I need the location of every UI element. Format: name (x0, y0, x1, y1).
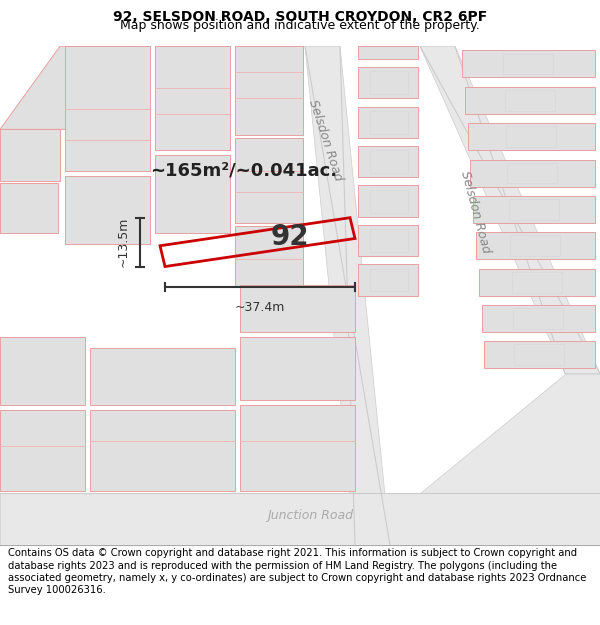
Polygon shape (65, 46, 150, 171)
Polygon shape (370, 229, 408, 252)
Polygon shape (465, 87, 595, 114)
Polygon shape (90, 348, 235, 405)
Polygon shape (370, 111, 408, 134)
Polygon shape (468, 123, 595, 150)
Polygon shape (370, 189, 408, 213)
Polygon shape (155, 156, 230, 233)
Text: Junction Road: Junction Road (267, 509, 353, 522)
Polygon shape (514, 344, 564, 365)
Polygon shape (512, 272, 562, 292)
Polygon shape (358, 67, 418, 98)
Polygon shape (509, 199, 559, 220)
Polygon shape (470, 159, 595, 186)
Polygon shape (505, 90, 555, 111)
Polygon shape (420, 46, 600, 374)
Polygon shape (473, 196, 595, 223)
Polygon shape (65, 176, 150, 244)
Polygon shape (503, 54, 553, 74)
Polygon shape (235, 46, 303, 134)
Text: 92: 92 (271, 223, 310, 251)
Polygon shape (510, 236, 560, 256)
Polygon shape (462, 51, 595, 78)
Polygon shape (0, 129, 60, 181)
Polygon shape (0, 493, 600, 545)
Polygon shape (235, 226, 303, 288)
Polygon shape (0, 183, 58, 233)
Polygon shape (155, 46, 230, 150)
Polygon shape (358, 264, 418, 296)
Polygon shape (370, 269, 408, 291)
Text: Selsdon Road: Selsdon Road (458, 170, 492, 255)
Polygon shape (479, 269, 595, 296)
Polygon shape (484, 341, 595, 368)
Text: 92, SELSDON ROAD, SOUTH CROYDON, CR2 6PF: 92, SELSDON ROAD, SOUTH CROYDON, CR2 6PF (113, 10, 487, 24)
Polygon shape (0, 338, 85, 405)
Text: ~165m²/~0.041ac.: ~165m²/~0.041ac. (150, 162, 337, 180)
Polygon shape (358, 106, 418, 138)
Polygon shape (240, 338, 355, 399)
Text: Selsdon Road: Selsdon Road (306, 98, 344, 182)
Polygon shape (240, 405, 355, 491)
Polygon shape (305, 46, 390, 545)
Polygon shape (420, 374, 600, 493)
Polygon shape (358, 146, 418, 177)
Polygon shape (507, 162, 557, 183)
Polygon shape (358, 186, 418, 217)
Text: ~13.5m: ~13.5m (117, 217, 130, 268)
Polygon shape (370, 150, 408, 173)
Polygon shape (90, 410, 235, 491)
Polygon shape (482, 305, 595, 332)
Polygon shape (370, 71, 408, 94)
Text: Contains OS data © Crown copyright and database right 2021. This information is : Contains OS data © Crown copyright and d… (8, 548, 586, 596)
Polygon shape (0, 410, 85, 491)
Polygon shape (235, 138, 303, 223)
Polygon shape (358, 46, 418, 59)
Text: ~37.4m: ~37.4m (235, 301, 285, 314)
Polygon shape (0, 46, 130, 129)
Text: Map shows position and indicative extent of the property.: Map shows position and indicative extent… (120, 19, 480, 32)
Polygon shape (240, 285, 355, 332)
Polygon shape (513, 308, 563, 329)
Polygon shape (506, 126, 556, 147)
Polygon shape (358, 225, 418, 256)
Polygon shape (476, 232, 595, 259)
